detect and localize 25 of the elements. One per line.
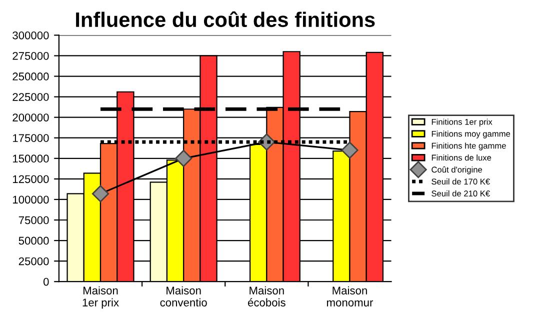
legend-label: Finitions hte gamme — [432, 142, 506, 150]
x-tick-label: Maison conventio — [160, 286, 207, 306]
legend-label: Finitions de luxe — [432, 154, 492, 161]
y-tick-label: 25000 — [18, 257, 49, 266]
legend-label: Seuil de 170 K€ — [432, 178, 490, 185]
legend-label: Finitions 1er prix — [432, 118, 492, 126]
x-tick-label: Maison 1er prix — [82, 286, 119, 309]
y-tick-label: 100000 — [13, 196, 49, 204]
x-tick-label: Maison écobois — [248, 286, 286, 306]
chart-title: Influence du coût des finitions — [76, 11, 375, 28]
legend-label: Seuil de 210 K€ — [432, 190, 490, 196]
legend-label: Coût d'origine — [432, 166, 482, 174]
y-tick-label: 0 — [43, 278, 49, 286]
y-tick-label: 50000 — [18, 236, 49, 245]
y-tick-label: 125000 — [13, 175, 49, 184]
y-tick-label: 175000 — [13, 134, 49, 142]
y-tick-label: 250000 — [12, 72, 49, 80]
x-tick-label: Maison monomur — [327, 286, 374, 306]
legend-label: Finitions moy gamme — [432, 130, 510, 138]
y-tick-label: 300000 — [12, 31, 49, 40]
y-tick-label: 275000 — [12, 52, 49, 60]
y-tick-label: 150000 — [13, 154, 49, 163]
y-tick-label: 200000 — [12, 114, 49, 122]
y-tick-label: 75000 — [18, 216, 49, 224]
y-tick-label: 225000 — [12, 93, 49, 101]
